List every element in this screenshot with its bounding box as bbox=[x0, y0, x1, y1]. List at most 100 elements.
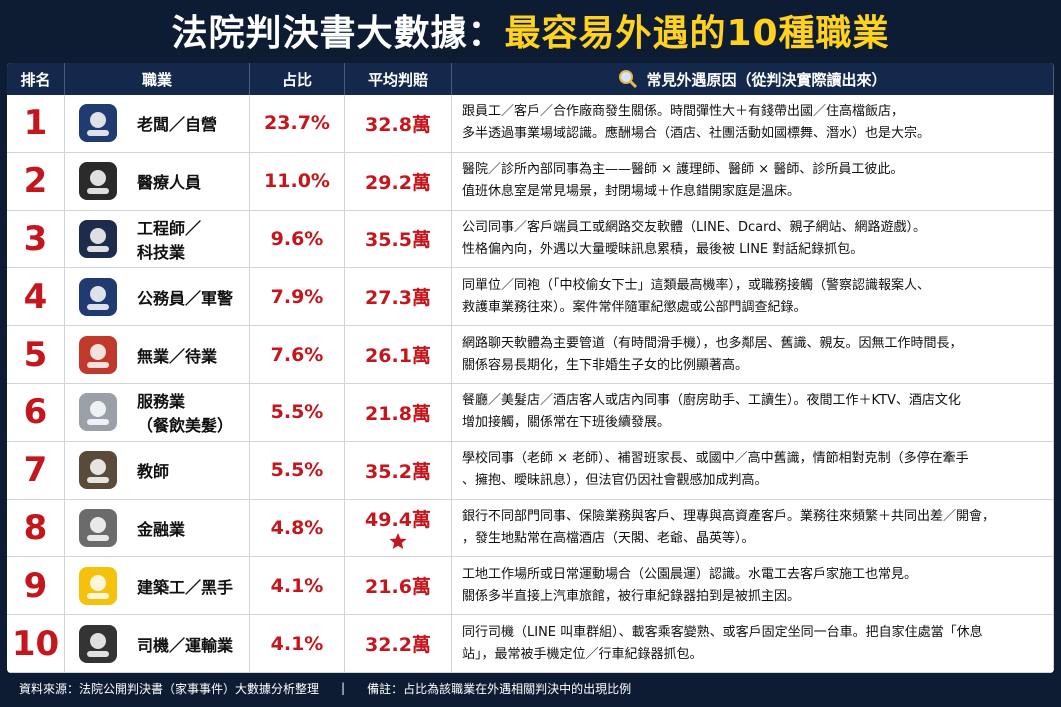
occupation: 服務業 （餐飲美髮） bbox=[137, 388, 233, 436]
rank-cell: 3 bbox=[7, 210, 65, 269]
share: 5.5% bbox=[270, 459, 324, 482]
share-cell: 23.7% bbox=[250, 95, 345, 153]
award-cell: 35.2萬 bbox=[345, 441, 452, 500]
award: 27.3萬 bbox=[365, 287, 431, 310]
occupation: 無業／待業 bbox=[137, 343, 217, 367]
award-cell: 49.4萬 bbox=[345, 499, 452, 558]
share: 5.5% bbox=[270, 401, 324, 424]
occupation: 醫療人員 bbox=[137, 169, 201, 193]
award-cell: 27.3萬 bbox=[345, 268, 452, 327]
occupation-line: （餐飲美髮） bbox=[137, 416, 234, 436]
share-cell: 5.5% bbox=[250, 441, 345, 500]
rank: 9 bbox=[23, 565, 48, 606]
award: 29.2萬 bbox=[365, 171, 431, 194]
occupation-cell: 司機／運輸業 bbox=[65, 615, 250, 673]
rank-cell: 8 bbox=[7, 499, 65, 558]
reason-cell: 醫院／診所內部同事為主——醫師 × 護理師、醫師 × 醫師、診所員工彼此。 值班休… bbox=[452, 152, 1054, 211]
award: 32.8萬 bbox=[365, 113, 431, 136]
reason-line: 關係多半直接上汽車旅館，被行車紀錄器拍到是被抓主因。 bbox=[462, 588, 801, 604]
rank-cell: 9 bbox=[7, 557, 65, 616]
reason-cell: 工地工作場所或日常運動場合（公園晨運）認識。水電工去客戶家施工也常見。 關係多半直… bbox=[452, 557, 1054, 616]
share: 7.9% bbox=[270, 285, 324, 308]
header-occupation: 職業 bbox=[65, 63, 250, 95]
rank-cell: 1 bbox=[7, 95, 65, 153]
occupation-line: 教師 bbox=[137, 462, 170, 482]
occupation-icon bbox=[79, 393, 117, 432]
reason-line: 網路聊天軟體為主要管道（有時間滑手機），也多鄰居、舊識、親友。因無工作時間長， bbox=[462, 335, 963, 351]
occupation: 金融業 bbox=[137, 516, 185, 540]
star-icon bbox=[389, 533, 407, 550]
reason-cell: 同單位／同袍（「中校偷女下士」這類最高機率），或職務接觸（警察認識報案人、 救護車… bbox=[452, 268, 1054, 327]
share-cell: 7.6% bbox=[250, 326, 345, 384]
occupation-line: 科技業 bbox=[137, 242, 186, 262]
magnifier-icon bbox=[619, 70, 638, 89]
table: 排名 職業 占比 平均判賠 常見外遇原因（從判決實際讀出來） 1 老闆／自營 23.7% 32.… bbox=[7, 63, 1054, 673]
award-cell: 21.8萬 bbox=[345, 384, 452, 442]
reason-line: 關係容易長期化，生下非婚生子女的比例顯著高。 bbox=[462, 357, 749, 373]
occupation-cell: 無業／待業 bbox=[65, 326, 250, 384]
header-award: 平均判賠 bbox=[345, 63, 452, 95]
occupation-icon bbox=[79, 624, 117, 663]
reason-line: 醫院／診所內部同事為主——醫師 × 護理師、醫師 × 醫師、診所員工彼此。 bbox=[462, 162, 904, 178]
reason-cell: 跟員工／客戶／合作廠商發生關係。時間彈性大＋有錢帶出國／住高檔飯店， 多半透過事業… bbox=[452, 95, 1054, 153]
title-highlight: 最容易外遇的10種職業 bbox=[504, 13, 890, 54]
occupation-line: 工程師／ bbox=[137, 218, 202, 238]
footer: 資料來源：法院公開判決書（家事事件）大數據分析整理 | 備註：占比為該職業在外遇… bbox=[7, 676, 1054, 700]
award-cell: 26.1萬 bbox=[345, 326, 452, 384]
award-cell: 32.2萬 bbox=[345, 615, 452, 673]
reason-line: 銀行不同部門同事、保險業務與客戶、理專與高資產客戶。業務往來頻繁＋共同出差／開會… bbox=[462, 508, 996, 524]
award-cell: 35.5萬 bbox=[345, 210, 452, 269]
occupation-line: 醫療人員 bbox=[137, 173, 202, 193]
occupation-icon bbox=[79, 335, 117, 374]
share-cell: 4.1% bbox=[250, 557, 345, 616]
reason-line: 公司同事／客戶端員工或網路交友軟體（LINE、Dcard、親子網站、網路遊戲）。 bbox=[462, 219, 927, 235]
occupation-line: 公務員／軍警 bbox=[137, 288, 234, 308]
share-cell: 4.1% bbox=[250, 615, 345, 673]
occupation-cell: 公務員／軍警 bbox=[65, 268, 250, 327]
reason-line: 工地工作場所或日常運動場合（公園晨運）認識。水電工去客戶家施工也常見。 bbox=[462, 566, 918, 582]
rank: 2 bbox=[23, 161, 48, 202]
rank-cell: 7 bbox=[7, 441, 65, 500]
reason-line: 同行司機（LINE 叫車群組）、載客乘客變熟、或客戶固定坐同一台車。把自家住處當… bbox=[462, 624, 983, 640]
occupation-cell: 教師 bbox=[65, 441, 250, 500]
award: 35.2萬 bbox=[365, 460, 431, 483]
reason-line: ，發生地點常在高檔酒店（天閣、老爺、晶英等）。 bbox=[462, 530, 755, 546]
occupation-line: 司機／運輸業 bbox=[137, 635, 234, 655]
occupation-icon bbox=[79, 162, 117, 201]
award: 21.8萬 bbox=[365, 402, 431, 425]
header-text: 排名 bbox=[20, 70, 51, 89]
reason-line: 值班休息室是常見場景，封閉場域＋作息錯開家庭是溫床。 bbox=[462, 184, 801, 200]
rank: 4 bbox=[23, 276, 48, 317]
occupation-cell: 醫療人員 bbox=[65, 152, 250, 211]
reason-line: 性格偏內向，外遇以大量曖昧訊息累積，最後被 LINE 對話紀錄抓包。 bbox=[462, 241, 864, 257]
occupation-icon bbox=[79, 277, 117, 316]
occupation-cell: 建築工／黑手 bbox=[65, 557, 250, 616]
award-cell: 32.8萬 bbox=[345, 95, 452, 153]
header-share: 占比 bbox=[250, 63, 345, 95]
header-text: 占比 bbox=[281, 70, 312, 89]
header-text: 常見外遇原因（從判決實際讀出來） bbox=[646, 70, 887, 89]
occupation-cell: 服務業 （餐飲美髮） bbox=[65, 384, 250, 442]
award: 26.1萬 bbox=[365, 345, 431, 368]
source: 資料來源：法院公開判決書（家事事件）大數據分析整理 bbox=[19, 681, 320, 696]
share-cell: 5.5% bbox=[250, 384, 345, 442]
occupation-cell: 金融業 bbox=[65, 499, 250, 558]
reason-line: 救護車業務往來）。案件常伴隨軍紀懲處或公部門調查紀錄。 bbox=[462, 299, 807, 315]
reason-cell: 同行司機（LINE 叫車群組）、載客乘客變熟、或客戶固定坐同一台車。把自家住處當… bbox=[452, 615, 1054, 673]
award: 49.4萬 bbox=[365, 509, 431, 532]
reason-line: 跟員工／客戶／合作廠商發生關係。時間彈性大＋有錢帶出國／住高檔飯店， bbox=[462, 104, 905, 120]
share-cell: 9.6% bbox=[250, 210, 345, 269]
occupation-icon bbox=[79, 219, 117, 258]
occupation-icon bbox=[79, 508, 117, 547]
occupation: 建築工／黑手 bbox=[137, 574, 233, 598]
reason-cell: 公司同事／客戶端員工或網路交友軟體（LINE、Dcard、親子網站、網路遊戲）。… bbox=[452, 210, 1054, 269]
reason-line: 站」，最常被手機定位／行車紀錄器抓包。 bbox=[462, 646, 703, 662]
rank: 6 bbox=[23, 392, 48, 433]
rank-cell: 6 bbox=[7, 384, 65, 442]
occupation-line: 無業／待業 bbox=[137, 346, 218, 366]
reason-line: 多半透過事業場域認識。應酬場合（酒店、社團活動如國標舞、潛水）也是大宗。 bbox=[462, 126, 931, 142]
header-text: 平均判賠 bbox=[367, 70, 428, 89]
rank: 10 bbox=[11, 623, 60, 664]
reason-line: 學校同事（老師 × 老師）、補習班家長、或國中／高中舊識，情節相對克制（多停在牽… bbox=[462, 451, 969, 467]
note: 備註：占比為該職業在外遇相關判決中的出現比例 bbox=[367, 681, 632, 696]
